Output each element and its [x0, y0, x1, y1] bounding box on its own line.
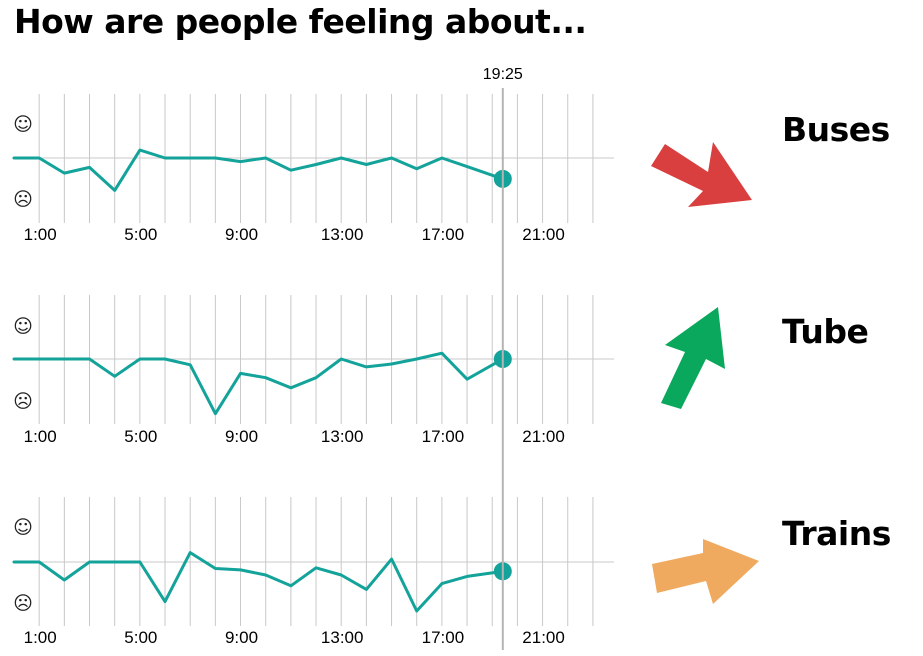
sentiment-line [12, 148, 505, 192]
chart-panel-buses: ☺ ☹ 1:00 5:00 9:00 13:00 17:00 21:00 [12, 94, 614, 244]
x-tick-label: 21:00 [522, 628, 565, 647]
happy-face-icon: ☺ [13, 114, 33, 136]
x-tick-label: 17:00 [422, 427, 465, 446]
chart-panel-trains: ☺ ☹ 1:00 5:00 9:00 13:00 17:00 21:00 [12, 497, 614, 647]
happy-face-icon: ☺ [13, 316, 33, 338]
trend-flat-arrow-icon [652, 539, 759, 604]
x-tick-label: 5:00 [124, 225, 157, 244]
x-tick-label: 5:00 [124, 628, 157, 647]
label-trains: Trains [782, 514, 891, 553]
trend-down-arrow-icon [651, 142, 752, 207]
x-tick-label: 13:00 [321, 427, 364, 446]
x-tick-label: 9:00 [225, 427, 258, 446]
happy-face-icon: ☺ [13, 517, 33, 539]
sad-face-icon: ☹ [13, 391, 33, 413]
label-buses: Buses [782, 110, 890, 149]
x-tick-label: 13:00 [321, 225, 364, 244]
trend-up-arrow-icon [661, 307, 725, 409]
x-tick-label: 5:00 [124, 427, 157, 446]
x-tick-label: 21:00 [522, 225, 565, 244]
label-tube: Tube [782, 312, 869, 351]
x-tick-label: 17:00 [422, 628, 465, 647]
sentiment-line [12, 351, 505, 416]
now-time-label: 19:25 [483, 66, 523, 83]
sentiment-line [12, 551, 505, 613]
x-tick-label: 9:00 [225, 628, 258, 647]
x-tick-label: 9:00 [225, 225, 258, 244]
x-tick-label: 1:00 [24, 225, 57, 244]
x-tick-label: 21:00 [522, 427, 565, 446]
chart-title: How are people feeling about... [14, 2, 587, 41]
x-tick-label: 17:00 [422, 225, 465, 244]
x-tick-label: 1:00 [24, 427, 57, 446]
x-tick-label: 1:00 [24, 628, 57, 647]
x-tick-label: 13:00 [321, 628, 364, 647]
chart-panel-tube: ☺ ☹ 1:00 5:00 9:00 13:00 17:00 21:00 [12, 295, 614, 446]
sad-face-icon: ☹ [13, 189, 33, 211]
sad-face-icon: ☹ [13, 593, 33, 615]
